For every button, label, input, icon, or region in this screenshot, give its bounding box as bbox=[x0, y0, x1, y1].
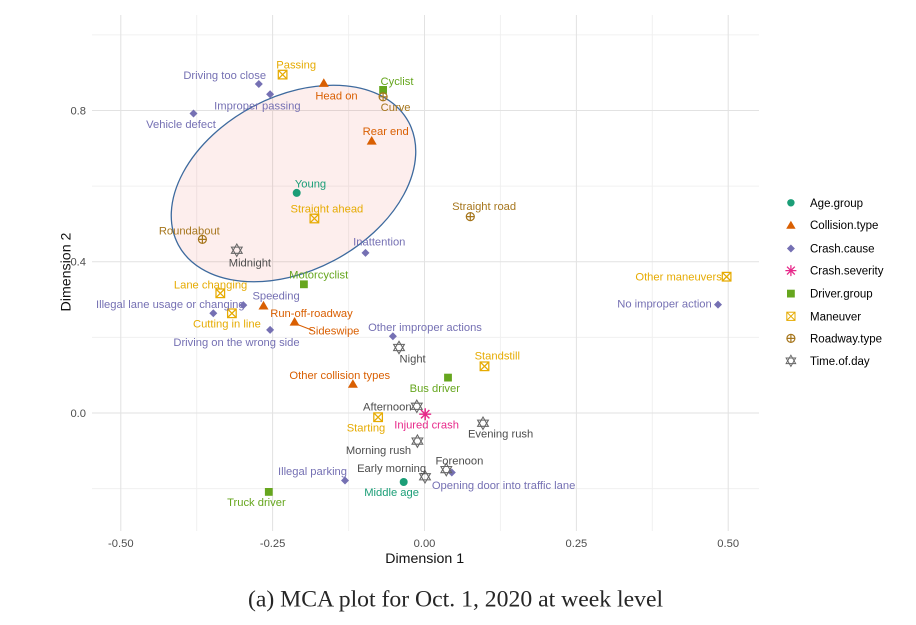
svg-text:Cyclist: Cyclist bbox=[381, 76, 415, 88]
svg-text:Starting: Starting bbox=[347, 422, 386, 434]
svg-text:Opening door into traffic lane: Opening door into traffic lane bbox=[432, 480, 575, 492]
svg-text:0.4: 0.4 bbox=[70, 257, 86, 269]
svg-text:Sideswipe: Sideswipe bbox=[308, 326, 359, 338]
svg-text:Maneuver: Maneuver bbox=[810, 311, 861, 323]
svg-text:Middle age: Middle age bbox=[364, 487, 419, 499]
svg-text:Injured crash: Injured crash bbox=[394, 420, 459, 432]
svg-text:Driver.group: Driver.group bbox=[810, 289, 873, 301]
svg-text:Dimension 1: Dimension 1 bbox=[385, 551, 464, 567]
svg-text:Roundabout: Roundabout bbox=[159, 226, 221, 238]
svg-text:Other maneuvers: Other maneuvers bbox=[635, 272, 722, 284]
svg-text:Morning rush: Morning rush bbox=[346, 445, 411, 457]
svg-text:No improper action: No improper action bbox=[617, 298, 712, 310]
svg-text:Illegal lane usage or changing: Illegal lane usage or changing bbox=[96, 299, 245, 311]
svg-text:Other improper actions: Other improper actions bbox=[368, 322, 482, 334]
svg-text:-0.25: -0.25 bbox=[260, 538, 286, 550]
svg-text:Driving too close: Driving too close bbox=[183, 70, 266, 82]
svg-text:Dimension 2: Dimension 2 bbox=[59, 232, 75, 311]
svg-text:Run-off-roadway: Run-off-roadway bbox=[270, 308, 353, 320]
svg-text:Lane changing: Lane changing bbox=[174, 279, 247, 291]
svg-text:Straight road: Straight road bbox=[452, 201, 516, 213]
svg-text:Head on: Head on bbox=[315, 91, 357, 103]
svg-text:Curve: Curve bbox=[381, 102, 411, 114]
svg-text:Rear end: Rear end bbox=[363, 126, 409, 138]
svg-text:0.00: 0.00 bbox=[414, 538, 436, 550]
svg-text:Standstill: Standstill bbox=[475, 350, 520, 362]
svg-text:Young: Young bbox=[295, 179, 326, 191]
svg-text:Forenoon: Forenoon bbox=[435, 455, 483, 467]
svg-text:Afternoon: Afternoon bbox=[363, 401, 412, 413]
svg-text:0.25: 0.25 bbox=[566, 538, 588, 550]
svg-text:Other collision types: Other collision types bbox=[289, 370, 390, 382]
svg-text:Age.group: Age.group bbox=[810, 198, 863, 210]
svg-text:Evening rush: Evening rush bbox=[468, 428, 533, 440]
svg-text:Straight ahead: Straight ahead bbox=[291, 204, 364, 216]
svg-text:Night: Night bbox=[400, 353, 427, 365]
svg-text:Motorcyclist: Motorcyclist bbox=[289, 270, 349, 282]
svg-text:0.50: 0.50 bbox=[717, 538, 739, 550]
svg-text:Illegal parking: Illegal parking bbox=[278, 466, 347, 478]
svg-text:Truck driver: Truck driver bbox=[227, 497, 286, 509]
svg-text:Roadway.type: Roadway.type bbox=[810, 333, 882, 345]
svg-text:Collision.type: Collision.type bbox=[810, 220, 878, 232]
svg-text:Early morning: Early morning bbox=[357, 463, 426, 475]
svg-text:-0.50: -0.50 bbox=[108, 538, 134, 550]
svg-text:0.0: 0.0 bbox=[70, 408, 86, 420]
svg-text:0.8: 0.8 bbox=[70, 105, 86, 117]
svg-text:Bus driver: Bus driver bbox=[410, 383, 461, 395]
svg-text:(a) MCA plot for Oct. 1, 2020: (a) MCA plot for Oct. 1, 2020 at week le… bbox=[248, 586, 664, 612]
svg-text:Crash.cause: Crash.cause bbox=[810, 244, 875, 256]
svg-text:Midnight: Midnight bbox=[229, 258, 272, 270]
svg-text:Time.of.day: Time.of.day bbox=[810, 356, 870, 368]
svg-text:Passing: Passing bbox=[276, 60, 316, 72]
svg-text:Driving on the wrong side: Driving on the wrong side bbox=[173, 337, 299, 349]
svg-text:Cutting in line: Cutting in line bbox=[193, 318, 261, 330]
svg-text:Inattention: Inattention bbox=[353, 236, 405, 248]
svg-text:Speeding: Speeding bbox=[252, 291, 299, 303]
svg-text:Vehicle defect: Vehicle defect bbox=[146, 119, 217, 131]
svg-text:Improper passing: Improper passing bbox=[214, 101, 300, 113]
svg-text:Crash.severity: Crash.severity bbox=[810, 266, 884, 278]
